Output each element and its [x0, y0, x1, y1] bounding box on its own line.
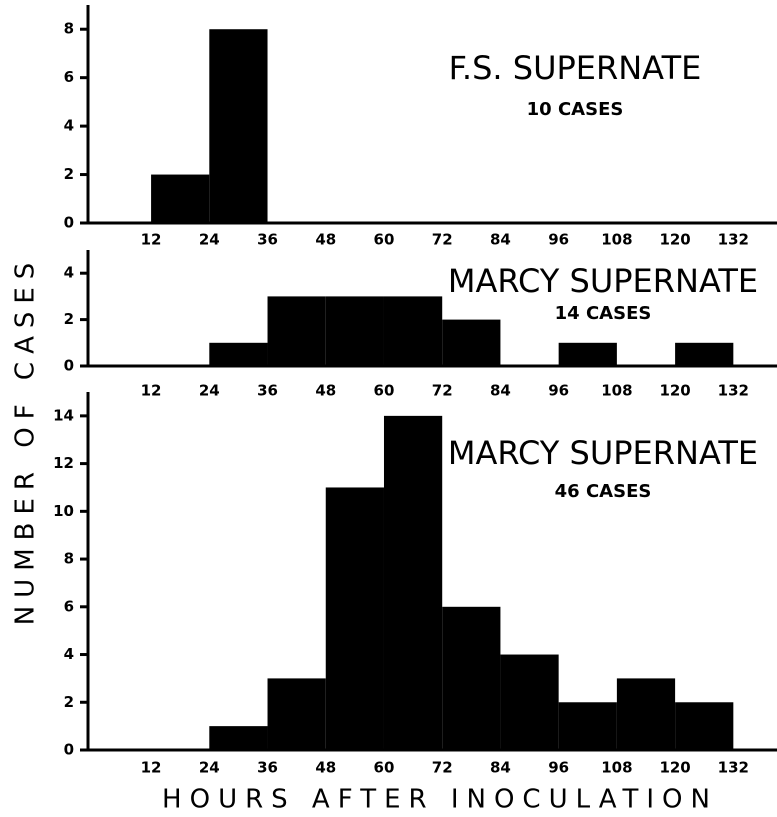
x-tick-label: 84 — [490, 759, 511, 777]
x-tick-label: 84 — [490, 231, 511, 249]
bar — [500, 654, 559, 750]
y-tick-label: 6 — [64, 68, 74, 86]
x-tick-label: 108 — [601, 382, 632, 400]
y-tick-label: 0 — [64, 741, 74, 759]
bar — [558, 342, 617, 366]
y-tick-label: 0 — [64, 357, 74, 375]
x-tick-label: 96 — [548, 231, 569, 249]
x-tick-label: 36 — [257, 382, 278, 400]
bar — [325, 296, 384, 366]
x-tick-label: 60 — [374, 231, 395, 249]
x-tick-label: 72 — [432, 382, 453, 400]
x-tick-label: 132 — [718, 759, 749, 777]
x-tick-label: 24 — [199, 759, 220, 777]
x-tick-label: 48 — [315, 759, 336, 777]
y-tick-label: 4 — [64, 117, 74, 135]
bar — [209, 726, 268, 750]
panel-title: MARCY SUPERNATE — [448, 434, 758, 472]
y-tick-label: 8 — [64, 550, 74, 568]
y-tick-label: 10 — [53, 502, 74, 520]
panel-subtitle: 46 CASES — [555, 481, 652, 502]
bar — [442, 319, 501, 366]
x-tick-label: 12 — [141, 231, 162, 249]
x-axis-label: HOURS AFTER INOCULATION — [162, 785, 718, 815]
x-tick-label: 48 — [315, 231, 336, 249]
x-tick-label: 84 — [490, 382, 511, 400]
bar — [383, 296, 443, 366]
panel-subtitle: 10 CASES — [527, 99, 624, 120]
y-tick-label: 6 — [64, 597, 74, 615]
x-tick-label: 36 — [257, 231, 278, 249]
x-tick-label: 132 — [718, 382, 749, 400]
x-tick-label: 36 — [257, 759, 278, 777]
y-tick-label: 2 — [64, 693, 74, 711]
x-tick-label: 72 — [432, 759, 453, 777]
y-tick-label: 0 — [64, 214, 74, 232]
y-tick-label: 4 — [64, 264, 74, 282]
bar — [209, 342, 268, 366]
y-tick-label: 2 — [64, 310, 74, 328]
x-tick-label: 120 — [659, 759, 690, 777]
panel-subtitle: 14 CASES — [555, 303, 652, 324]
bar — [675, 342, 734, 366]
x-tick-label: 96 — [548, 382, 569, 400]
x-tick-label: 132 — [718, 231, 749, 249]
bar — [209, 29, 268, 223]
bar — [442, 606, 501, 750]
bar — [151, 174, 210, 223]
x-tick-label: 24 — [199, 382, 220, 400]
x-tick-label: 12 — [141, 382, 162, 400]
y-tick-label: 14 — [53, 406, 74, 424]
x-tick-label: 72 — [432, 231, 453, 249]
y-axis-label: NUMBER OF CASES — [11, 255, 41, 626]
x-tick-label: 108 — [601, 759, 632, 777]
x-tick-label: 60 — [374, 759, 395, 777]
panel-title: MARCY SUPERNATE — [448, 262, 758, 300]
x-tick-label: 12 — [141, 759, 162, 777]
bar — [267, 296, 326, 366]
y-tick-label: 4 — [64, 645, 74, 663]
x-tick-label: 108 — [601, 231, 632, 249]
bar — [616, 678, 676, 750]
x-tick-label: 120 — [659, 382, 690, 400]
bar — [267, 678, 326, 750]
x-tick-label: 96 — [548, 759, 569, 777]
x-tick-label: 120 — [659, 231, 690, 249]
y-tick-label: 12 — [53, 454, 74, 472]
x-tick-label: 60 — [374, 382, 395, 400]
bar — [325, 487, 384, 750]
x-tick-label: 24 — [199, 231, 220, 249]
bar — [675, 702, 734, 750]
bar — [383, 415, 443, 750]
panel-title: F.S. SUPERNATE — [449, 49, 702, 87]
bar — [558, 702, 617, 750]
y-tick-label: 2 — [64, 165, 74, 183]
x-tick-label: 48 — [315, 382, 336, 400]
y-tick-label: 8 — [64, 20, 74, 38]
